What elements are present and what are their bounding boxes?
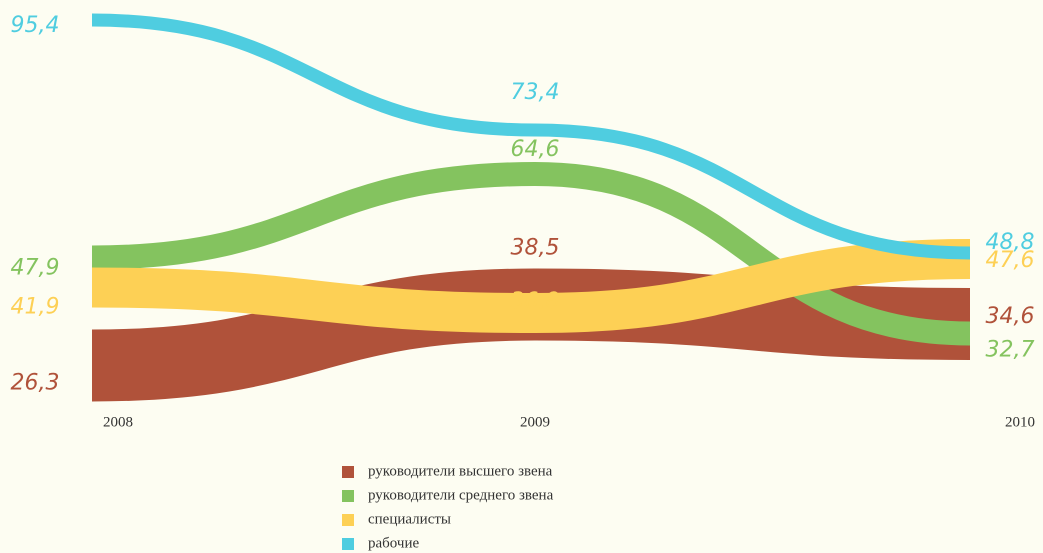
- legend-swatch: [342, 538, 354, 550]
- legend-label: руководители высшего звена: [368, 463, 553, 479]
- x-tick-label: 2008: [103, 414, 133, 430]
- value-label: 48,8: [986, 230, 1035, 255]
- series-band: [91, 161, 971, 346]
- value-label: 73,4: [511, 80, 560, 105]
- series-band: [91, 13, 971, 260]
- value-label: 26,3: [11, 371, 60, 396]
- legend-swatch: [342, 514, 354, 526]
- x-tick-label: 2010: [1005, 414, 1035, 430]
- x-tick-label: 2009: [520, 414, 550, 430]
- value-label: 32,7: [986, 338, 1035, 363]
- value-label: 36,8: [511, 289, 560, 314]
- value-label: 64,6: [511, 137, 560, 162]
- value-label: 47,6: [986, 248, 1035, 273]
- series-band: [91, 239, 971, 334]
- legend-swatch: [342, 466, 354, 478]
- value-label: 38,5: [511, 236, 560, 261]
- value-label: 95,4: [11, 13, 60, 38]
- legend-label: рабочие: [368, 535, 419, 551]
- legend-label: специалисты: [368, 511, 451, 527]
- value-label: 41,9: [11, 295, 60, 320]
- value-label: 34,6: [986, 304, 1035, 329]
- value-label: 47,9: [11, 256, 60, 281]
- legend-label: руководители среднего звена: [368, 487, 554, 503]
- legend-swatch: [342, 490, 354, 502]
